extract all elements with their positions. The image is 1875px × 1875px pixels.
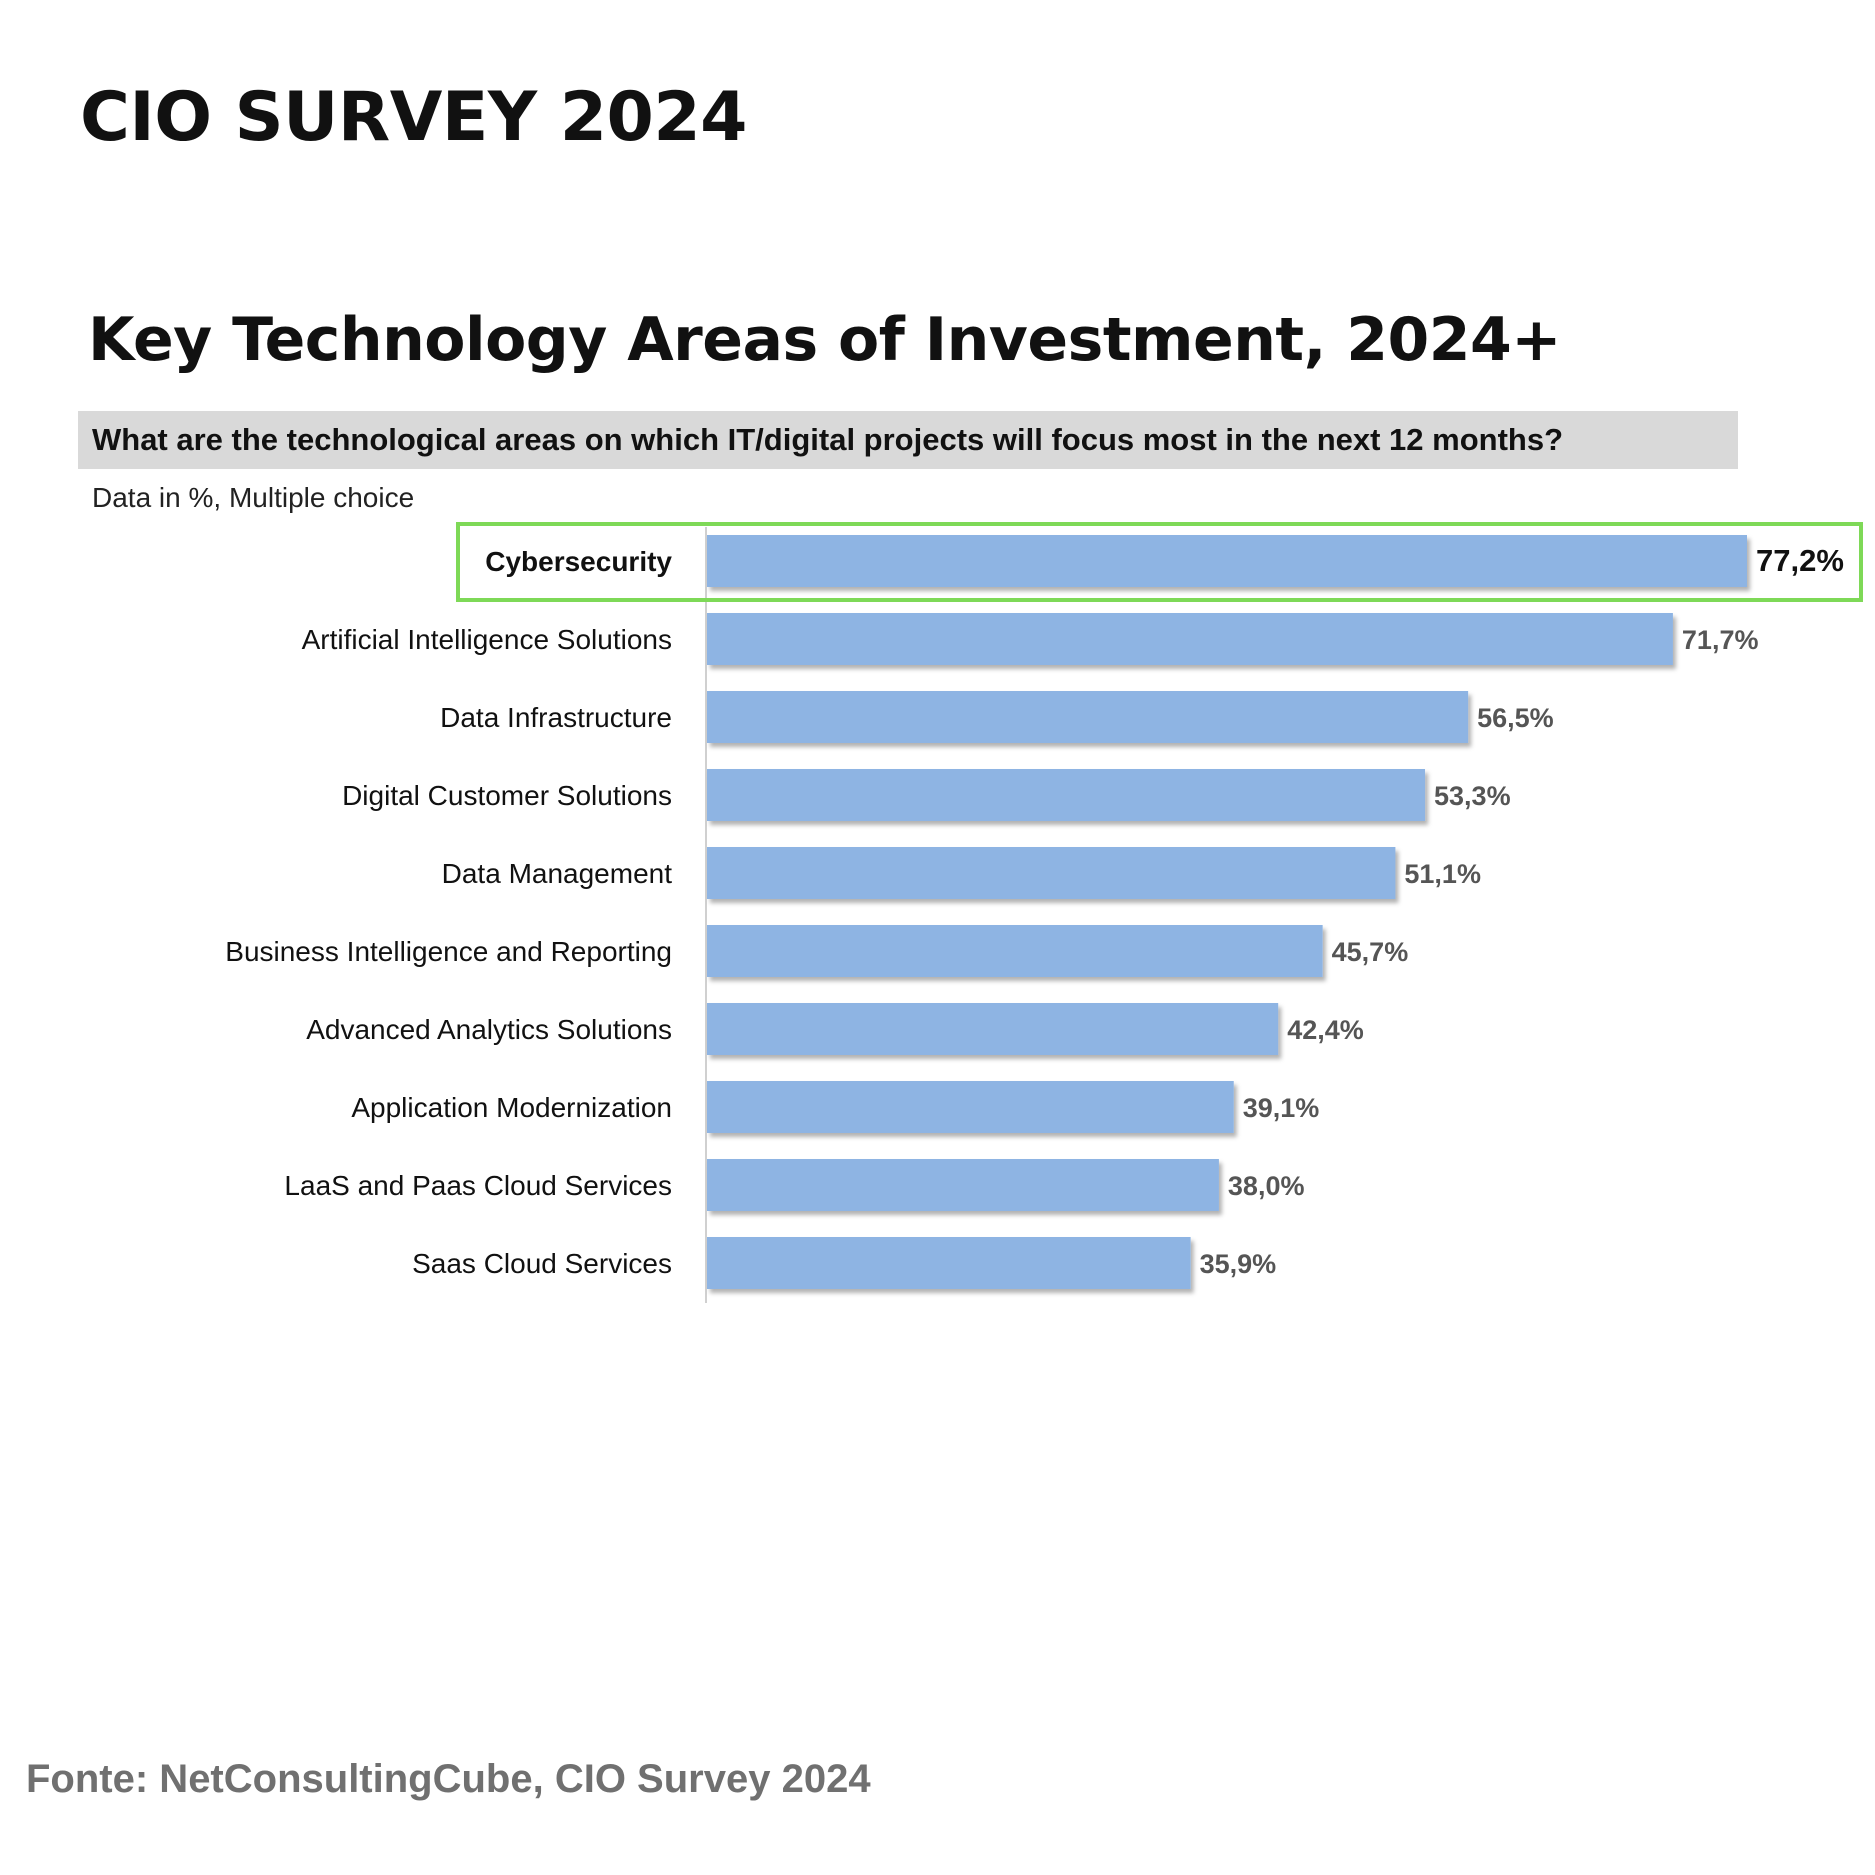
bar <box>707 769 1426 821</box>
value-label: 53,3% <box>1434 781 1511 811</box>
bar-chart: Cybersecurity 77,2% Artificial Intelligenc… <box>225 522 1863 1303</box>
bar <box>707 925 1323 977</box>
category-label: Saas Cloud Services <box>412 1248 672 1279</box>
category-label: Artificial Intelligence Solutions <box>302 624 672 655</box>
bar <box>707 613 1673 665</box>
value-label: 42,4% <box>1287 1015 1364 1045</box>
category-label: Data Infrastructure <box>440 702 672 733</box>
survey-header: CIO SURVEY 2024 <box>80 78 748 157</box>
value-label: 45,7% <box>1332 937 1409 967</box>
bar <box>707 1081 1234 1133</box>
category-label: Advanced Analytics Solutions <box>306 1014 672 1045</box>
bar <box>707 535 1747 587</box>
bar <box>707 691 1469 743</box>
value-label: 71,7% <box>1682 625 1759 655</box>
value-label: 51,1% <box>1404 859 1481 889</box>
category-label: Data Management <box>442 858 673 889</box>
chart-subtitle: What are the technological areas on whic… <box>78 411 1738 469</box>
category-label: Application Modernization <box>351 1092 672 1123</box>
category-label: Business Intelligence and Reporting <box>225 936 672 967</box>
value-label: 39,1% <box>1243 1093 1320 1123</box>
chart-title: Key Technology Areas of Investment, 2024… <box>88 305 1562 375</box>
bar <box>707 1159 1219 1211</box>
category-label: Digital Customer Solutions <box>342 780 672 811</box>
value-label: 56,5% <box>1477 703 1554 733</box>
highlight-box <box>456 522 1863 602</box>
source-note: Fonte: NetConsultingCube, CIO Survey 202… <box>26 1757 871 1801</box>
chart-note: Data in %, Multiple choice <box>92 482 415 513</box>
value-label: 77,2% <box>1756 543 1844 578</box>
value-label: 35,9% <box>1200 1249 1277 1279</box>
value-label: 38,0% <box>1228 1171 1305 1201</box>
bar <box>707 1003 1279 1055</box>
bar <box>707 1237 1191 1289</box>
category-label: Cybersecurity <box>485 546 672 577</box>
bar <box>707 847 1396 899</box>
category-label: LaaS and Paas Cloud Services <box>284 1170 672 1201</box>
